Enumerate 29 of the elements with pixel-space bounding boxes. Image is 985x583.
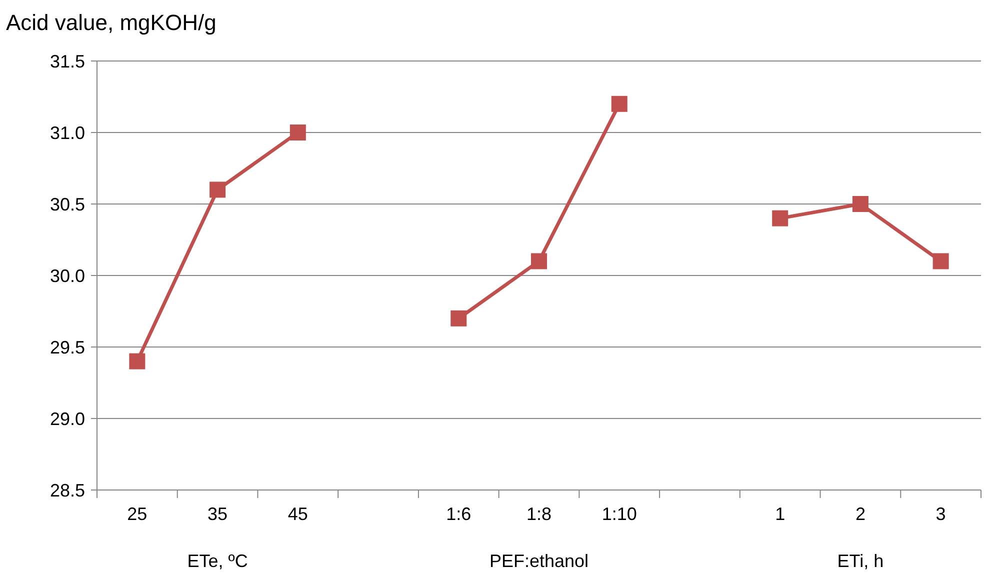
- text: ETe, ºC: [187, 551, 248, 571]
- y-tick-label: 30.0: [50, 266, 85, 286]
- y-tick-label: 28.5: [50, 480, 85, 500]
- y-tick-label: 30.5: [50, 194, 85, 214]
- point: [852, 196, 868, 212]
- x-tick-label: 35: [208, 504, 228, 524]
- y-tick-label: 29.0: [50, 408, 85, 429]
- x-tick-label: 1:6: [446, 504, 472, 524]
- point: [932, 253, 949, 270]
- point: [611, 96, 628, 112]
- y-tick-label: 31.0: [50, 122, 85, 143]
- y-tick-label: 29.5: [50, 337, 85, 358]
- text: PEF:ethanol: [489, 551, 589, 571]
- x-tick-label: 45: [288, 504, 308, 524]
- x-tick-label: 25: [127, 504, 148, 524]
- point: [531, 253, 547, 270]
- x-tick-label: 1:10: [602, 504, 637, 524]
- point: [450, 310, 467, 326]
- y-tick-label: 31.5: [50, 51, 85, 72]
- text: ETi, h: [837, 551, 884, 571]
- y-axis-title: Acid value, mgKOH/g: [6, 10, 216, 35]
- point: [772, 210, 788, 226]
- point: [129, 353, 146, 370]
- x-tick-label: 1: [775, 504, 786, 524]
- x-tick-label: 3: [936, 504, 946, 524]
- point: [210, 182, 226, 198]
- point: [290, 124, 306, 140]
- x-tick-label: 1:8: [526, 504, 552, 524]
- x-tick-label: 2: [855, 504, 866, 524]
